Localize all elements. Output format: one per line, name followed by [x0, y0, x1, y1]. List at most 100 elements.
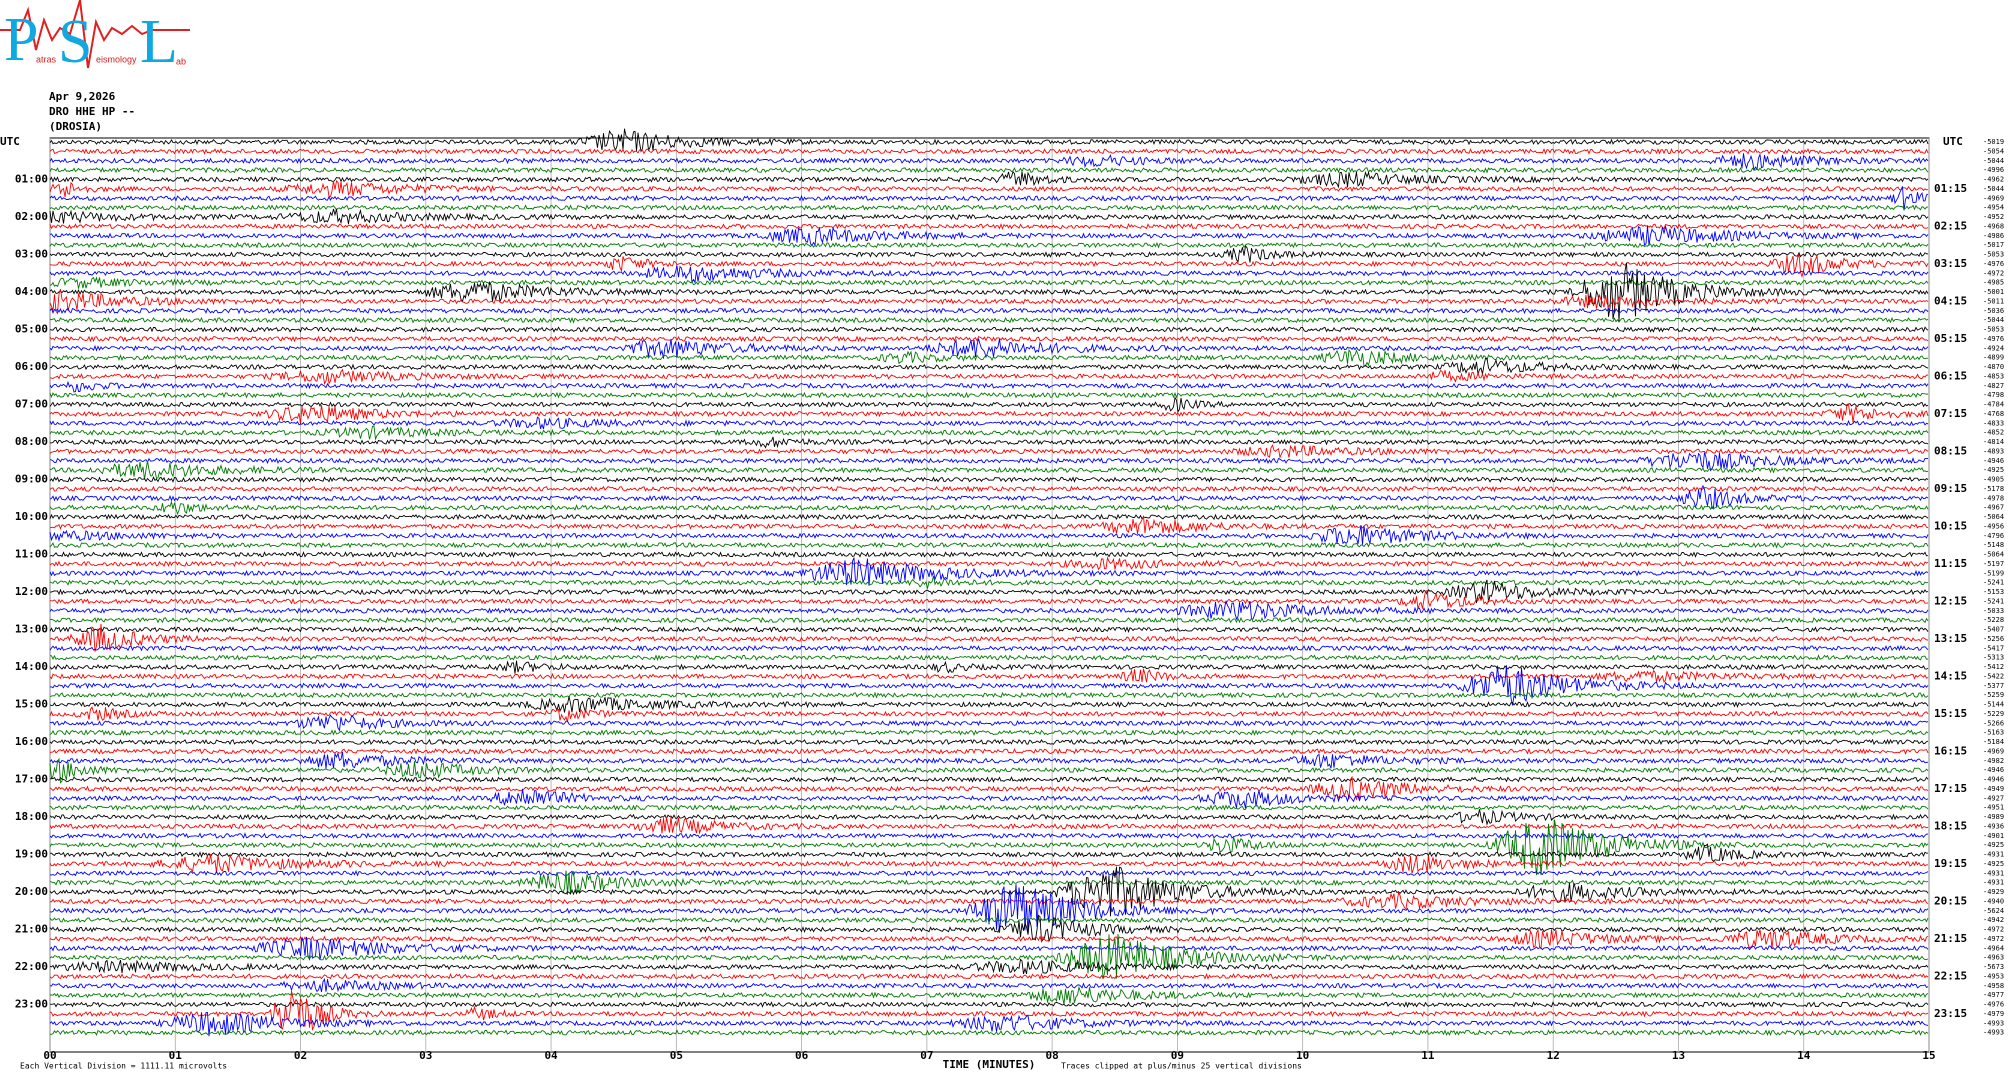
trace-offset: -4929	[1983, 888, 2004, 896]
trace-offset: -5228	[1983, 616, 2004, 624]
trace	[49, 866, 1929, 917]
trace	[49, 776, 1929, 784]
trace-offset: -4949	[1983, 785, 2004, 793]
trace	[49, 396, 1929, 414]
trace	[49, 668, 1929, 683]
trace-offset: -5229	[1983, 710, 2004, 718]
trace	[49, 616, 1929, 624]
trace	[49, 990, 1929, 1031]
trace	[49, 729, 1929, 736]
trace	[49, 972, 1929, 980]
x-tick-label: 06	[795, 1049, 809, 1062]
trace	[49, 832, 1929, 840]
trace	[49, 1001, 1929, 1009]
left-time-label: 13:00	[15, 623, 48, 636]
trace-offset: -5256	[1983, 635, 2004, 643]
trace	[49, 788, 1929, 809]
trace-offset: -5163	[1983, 729, 2004, 737]
trace	[49, 747, 1929, 755]
trace-offset: -5044	[1983, 157, 2004, 165]
trace	[50, 460, 1929, 480]
x-tick-label: 09	[1171, 1049, 1184, 1062]
trace	[49, 525, 1929, 545]
trace-offset: -5053	[1983, 326, 2004, 334]
trace	[49, 170, 1929, 189]
right-time-label: 04:15	[1934, 294, 1967, 307]
trace	[49, 208, 1929, 225]
trace-offset: -4925	[1983, 466, 2004, 474]
x-tick-label: 00	[43, 1049, 56, 1062]
trace-offset: -5241	[1983, 597, 2004, 605]
trace	[49, 1011, 1929, 1037]
left-axis-title: UTC	[0, 135, 20, 148]
trace-offset: -5054	[1983, 147, 2004, 155]
trace	[49, 513, 1929, 521]
trace	[49, 425, 1929, 441]
trace-offset: -4986	[1983, 232, 2004, 240]
trace	[49, 958, 1929, 975]
trace	[49, 933, 1929, 980]
trace	[49, 809, 1929, 826]
trace	[49, 891, 1929, 910]
trace-offset: -4852	[1983, 429, 2004, 437]
trace	[49, 262, 1929, 322]
trace-offset: -4768	[1983, 410, 2004, 418]
trace-offset: -4905	[1983, 476, 2004, 484]
trace-offset: -4927	[1983, 794, 2004, 802]
trace-offset: -4942	[1983, 916, 2004, 924]
trace	[49, 819, 1929, 876]
trace	[49, 128, 1929, 153]
trace-offset: -5184	[1983, 738, 2004, 746]
trace-offset: -5148	[1983, 541, 2004, 549]
trace-offset: -4784	[1983, 401, 2004, 409]
trace	[49, 556, 1929, 571]
left-time-label: 07:00	[15, 398, 48, 411]
trace	[49, 626, 1929, 634]
trace-offset: -4964	[1983, 944, 2004, 952]
trace-offset: -4976	[1983, 1001, 2004, 1009]
trace-offset: -4953	[1983, 972, 2004, 980]
trace-offset: -5153	[1983, 588, 2004, 596]
trace-offset: -5064	[1983, 513, 2004, 521]
trace	[49, 977, 1929, 993]
trace	[49, 253, 1929, 278]
trace	[49, 936, 1929, 961]
trace	[49, 751, 1929, 769]
trace	[49, 665, 1929, 706]
trace	[49, 452, 1929, 472]
right-time-label: 22:15	[1934, 969, 1967, 982]
trace-offset: -4946	[1983, 766, 2004, 774]
trace-offset: -5199	[1983, 569, 2004, 577]
trace	[49, 335, 1929, 343]
trace-offset: -4969	[1983, 194, 2004, 202]
scale-note: Each Vertical Division = 1111.11 microvo…	[20, 1062, 227, 1071]
left-time-label: 21:00	[15, 923, 48, 936]
trace-offset: -5624	[1983, 907, 2004, 915]
trace-offset: -4976	[1983, 260, 2004, 268]
trace-offset: -5197	[1983, 560, 2004, 568]
logo-letter: S	[58, 8, 92, 76]
trace-offset: -4972	[1983, 935, 2004, 943]
trace-offset: -4982	[1983, 757, 2004, 765]
trace	[49, 600, 1929, 620]
trace	[49, 348, 1928, 367]
trace	[49, 186, 1929, 211]
right-time-label: 10:15	[1934, 519, 1967, 532]
trace-offset: -4972	[1983, 926, 2004, 934]
trace	[49, 579, 1929, 604]
trace	[49, 928, 1929, 950]
trace-offset: -4853	[1983, 372, 2004, 380]
trace-offset: -5241	[1983, 579, 2004, 587]
trace	[49, 775, 1929, 801]
trace-offset: -4946	[1983, 457, 2004, 465]
trace	[49, 444, 1929, 459]
trace-offset: -4931	[1983, 851, 2004, 859]
left-time-label: 04:00	[15, 285, 48, 298]
trace-offset: -4940	[1983, 897, 2004, 905]
trace-offset: -4962	[1983, 176, 2004, 184]
trace-offset: -4952	[1983, 213, 2004, 221]
logo-text: eismology	[96, 54, 137, 64]
trace	[49, 660, 1929, 674]
trace-offset: -4925	[1983, 841, 2004, 849]
trace	[49, 179, 1929, 198]
